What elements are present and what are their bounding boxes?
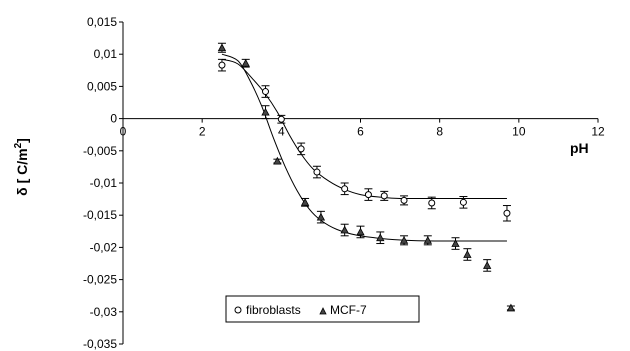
data-point-mcf7 bbox=[316, 210, 326, 224]
marker-filled-triangle bbox=[261, 107, 270, 116]
data-points bbox=[217, 42, 516, 312]
data-point-fibroblasts bbox=[312, 165, 321, 179]
y-tick-label: 0 bbox=[110, 112, 117, 126]
y-tick-label: -0,005 bbox=[83, 144, 117, 158]
legend-marker-mcf7 bbox=[319, 307, 327, 315]
data-point-fibroblasts bbox=[277, 114, 286, 124]
marker-filled-triangle bbox=[399, 235, 409, 244]
data-point-mcf7 bbox=[423, 235, 432, 246]
x-tick-label: 4 bbox=[278, 125, 285, 139]
marker-open-circle bbox=[277, 115, 285, 123]
data-point-mcf7 bbox=[399, 235, 409, 246]
y-tick-label: -0,035 bbox=[83, 337, 117, 351]
marker-open-circle bbox=[459, 198, 467, 206]
data-point-fibroblasts bbox=[364, 188, 373, 201]
y-tick-label: -0,03 bbox=[90, 305, 118, 319]
data-point-fibroblasts bbox=[400, 195, 409, 206]
y-axis-title-end: ] bbox=[14, 138, 30, 143]
marker-filled-triangle bbox=[217, 43, 227, 52]
fit-curve-mcf7 bbox=[221, 53, 507, 242]
marker-open-circle bbox=[297, 145, 305, 153]
legend-label-fibroblasts: fibroblasts bbox=[246, 303, 301, 317]
marker-open-circle bbox=[364, 191, 372, 199]
data-point-mcf7 bbox=[261, 105, 270, 120]
data-point-mcf7 bbox=[506, 303, 516, 312]
y-tick-label: 0,01 bbox=[94, 47, 118, 61]
data-point-fibroblasts bbox=[340, 182, 349, 196]
marker-filled-triangle bbox=[463, 250, 472, 258]
data-point-mcf7 bbox=[376, 231, 385, 245]
x-axis-title: pH bbox=[570, 140, 589, 156]
marker-filled-triangle bbox=[316, 212, 326, 221]
legend-marker-fibroblasts bbox=[234, 306, 242, 314]
marker-filled-triangle bbox=[376, 233, 385, 242]
data-point-fibroblasts bbox=[261, 85, 270, 98]
data-point-fibroblasts bbox=[459, 196, 468, 209]
y-tick-label: -0,02 bbox=[90, 240, 118, 254]
marker-open-circle bbox=[428, 199, 436, 207]
x-tick-label: 8 bbox=[436, 125, 443, 139]
data-point-fibroblasts bbox=[427, 196, 436, 210]
x-axis-ticks: 024681012 bbox=[120, 118, 605, 139]
data-point-mcf7 bbox=[273, 156, 282, 165]
marker-filled-triangle bbox=[340, 225, 349, 234]
data-point-mcf7 bbox=[482, 259, 492, 272]
x-tick-label: 12 bbox=[591, 125, 605, 139]
data-point-mcf7 bbox=[356, 225, 365, 239]
data-point-mcf7 bbox=[217, 42, 227, 53]
legend: fibroblasts MCF-7 bbox=[225, 295, 420, 323]
marker-open-circle bbox=[313, 168, 321, 176]
data-point-mcf7 bbox=[463, 248, 472, 261]
fit-curves bbox=[221, 53, 507, 242]
data-point-fibroblasts bbox=[217, 58, 226, 72]
x-tick-label: 10 bbox=[512, 125, 526, 139]
y-tick-label: -0,015 bbox=[83, 208, 117, 222]
y-tick-label: 0,015 bbox=[87, 15, 117, 29]
data-point-fibroblasts bbox=[502, 205, 511, 222]
data-point-mcf7 bbox=[300, 197, 310, 207]
y-axis-title-sup: 2 bbox=[13, 142, 24, 148]
y-tick-label: -0,025 bbox=[83, 273, 117, 287]
data-point-mcf7 bbox=[241, 58, 250, 68]
marker-open-circle bbox=[503, 209, 511, 217]
marker-filled-triangle bbox=[356, 227, 365, 236]
y-tick-label: -0,01 bbox=[90, 176, 118, 190]
y-axis-title-main: δ [ C/m bbox=[14, 148, 30, 195]
svg-text:δ [ C/m2]: δ [ C/m2] bbox=[13, 138, 30, 196]
data-point-mcf7 bbox=[340, 223, 349, 237]
marker-filled-triangle bbox=[482, 261, 492, 269]
marker-open-circle bbox=[218, 61, 226, 69]
y-axis-title: δ [ C/m2] bbox=[13, 138, 30, 196]
marker-filled-triangle bbox=[241, 58, 250, 67]
marker-filled-triangle bbox=[273, 156, 282, 165]
marker-filled-triangle bbox=[451, 239, 460, 247]
fit-curve-fibroblasts bbox=[221, 58, 507, 200]
marker-open-circle bbox=[262, 88, 269, 96]
marker-open-circle bbox=[380, 192, 388, 200]
marker-filled-triangle bbox=[300, 197, 310, 206]
marker-filled-triangle bbox=[423, 235, 432, 244]
data-point-fibroblasts bbox=[297, 142, 306, 156]
x-tick-label: 2 bbox=[199, 125, 206, 139]
legend-label-mcf7: MCF-7 bbox=[330, 303, 367, 317]
marker-filled-triangle bbox=[506, 303, 516, 312]
y-tick-label: 0,005 bbox=[87, 79, 117, 93]
x-tick-label: 6 bbox=[357, 125, 364, 139]
y-axis-ticks: 0,015 0,01 0,005 0 -0,005 -0,01 -0,015 -0,02 -0,… bbox=[83, 15, 123, 351]
marker-open-circle bbox=[400, 196, 408, 204]
marker-open-circle bbox=[341, 185, 349, 193]
data-point-fibroblasts bbox=[380, 190, 389, 201]
data-point-mcf7 bbox=[451, 237, 460, 250]
